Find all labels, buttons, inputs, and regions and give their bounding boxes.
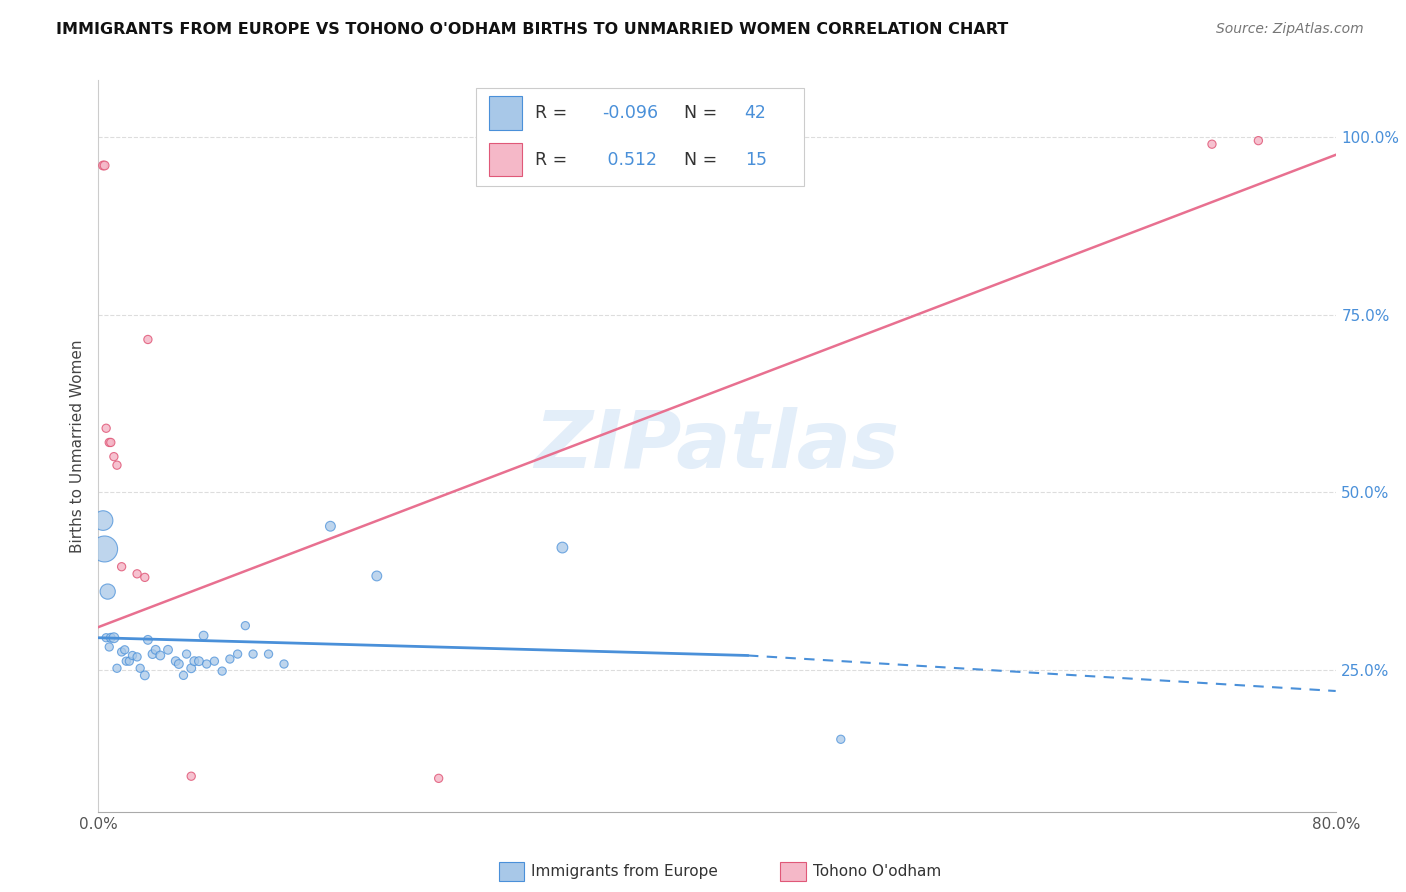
Point: [93, 159, 115, 173]
Point: [114, 642, 136, 657]
Point: [366, 569, 388, 583]
Point: [176, 647, 198, 661]
Point: [141, 647, 165, 661]
Point: [98, 435, 121, 450]
Point: [100, 631, 122, 645]
Point: [219, 652, 242, 666]
Point: [127, 649, 149, 664]
Point: [1201, 137, 1223, 152]
Point: [180, 661, 202, 675]
Point: [226, 647, 249, 661]
Point: [121, 648, 143, 663]
Point: [157, 642, 180, 657]
Point: [183, 654, 205, 668]
Point: [105, 661, 128, 675]
Point: [165, 654, 187, 668]
Point: [195, 657, 218, 671]
Point: [136, 632, 159, 647]
Text: Tohono O'odham: Tohono O'odham: [813, 864, 941, 879]
Point: [136, 333, 159, 347]
Point: [118, 654, 141, 668]
Point: [204, 654, 226, 668]
Text: Immigrants from Europe: Immigrants from Europe: [531, 864, 718, 879]
Point: [145, 642, 167, 657]
Point: [273, 657, 295, 671]
Point: [91, 159, 114, 173]
Point: [167, 657, 190, 671]
Point: [96, 421, 118, 435]
Point: [91, 514, 114, 528]
Point: [180, 769, 202, 783]
Point: [149, 648, 172, 663]
Point: [105, 458, 128, 472]
Text: ZIPatlas: ZIPatlas: [534, 407, 900, 485]
Point: [93, 541, 115, 556]
Point: [233, 618, 257, 632]
Point: [319, 519, 342, 533]
Point: [830, 732, 852, 747]
Point: [193, 629, 215, 643]
Point: [98, 640, 121, 654]
Point: [100, 435, 122, 450]
Y-axis label: Births to Unmarried Women: Births to Unmarried Women: [69, 339, 84, 553]
Text: IMMIGRANTS FROM EUROPE VS TOHONO O'ODHAM BIRTHS TO UNMARRIED WOMEN CORRELATION C: IMMIGRANTS FROM EUROPE VS TOHONO O'ODHAM…: [56, 22, 1008, 37]
Text: Source: ZipAtlas.com: Source: ZipAtlas.com: [1216, 22, 1364, 37]
Point: [111, 645, 132, 659]
Point: [97, 584, 120, 599]
Point: [211, 664, 233, 678]
Point: [129, 661, 152, 675]
Point: [257, 647, 280, 661]
Point: [96, 631, 118, 645]
Point: [551, 541, 574, 555]
Point: [242, 647, 264, 661]
Point: [115, 654, 138, 668]
Point: [103, 631, 125, 645]
Point: [427, 772, 450, 786]
Point: [134, 668, 156, 682]
Point: [103, 450, 125, 464]
Point: [188, 654, 211, 668]
Point: [172, 668, 194, 682]
Point: [134, 570, 156, 584]
Point: [111, 559, 132, 574]
Point: [1247, 134, 1270, 148]
Point: [127, 566, 149, 581]
